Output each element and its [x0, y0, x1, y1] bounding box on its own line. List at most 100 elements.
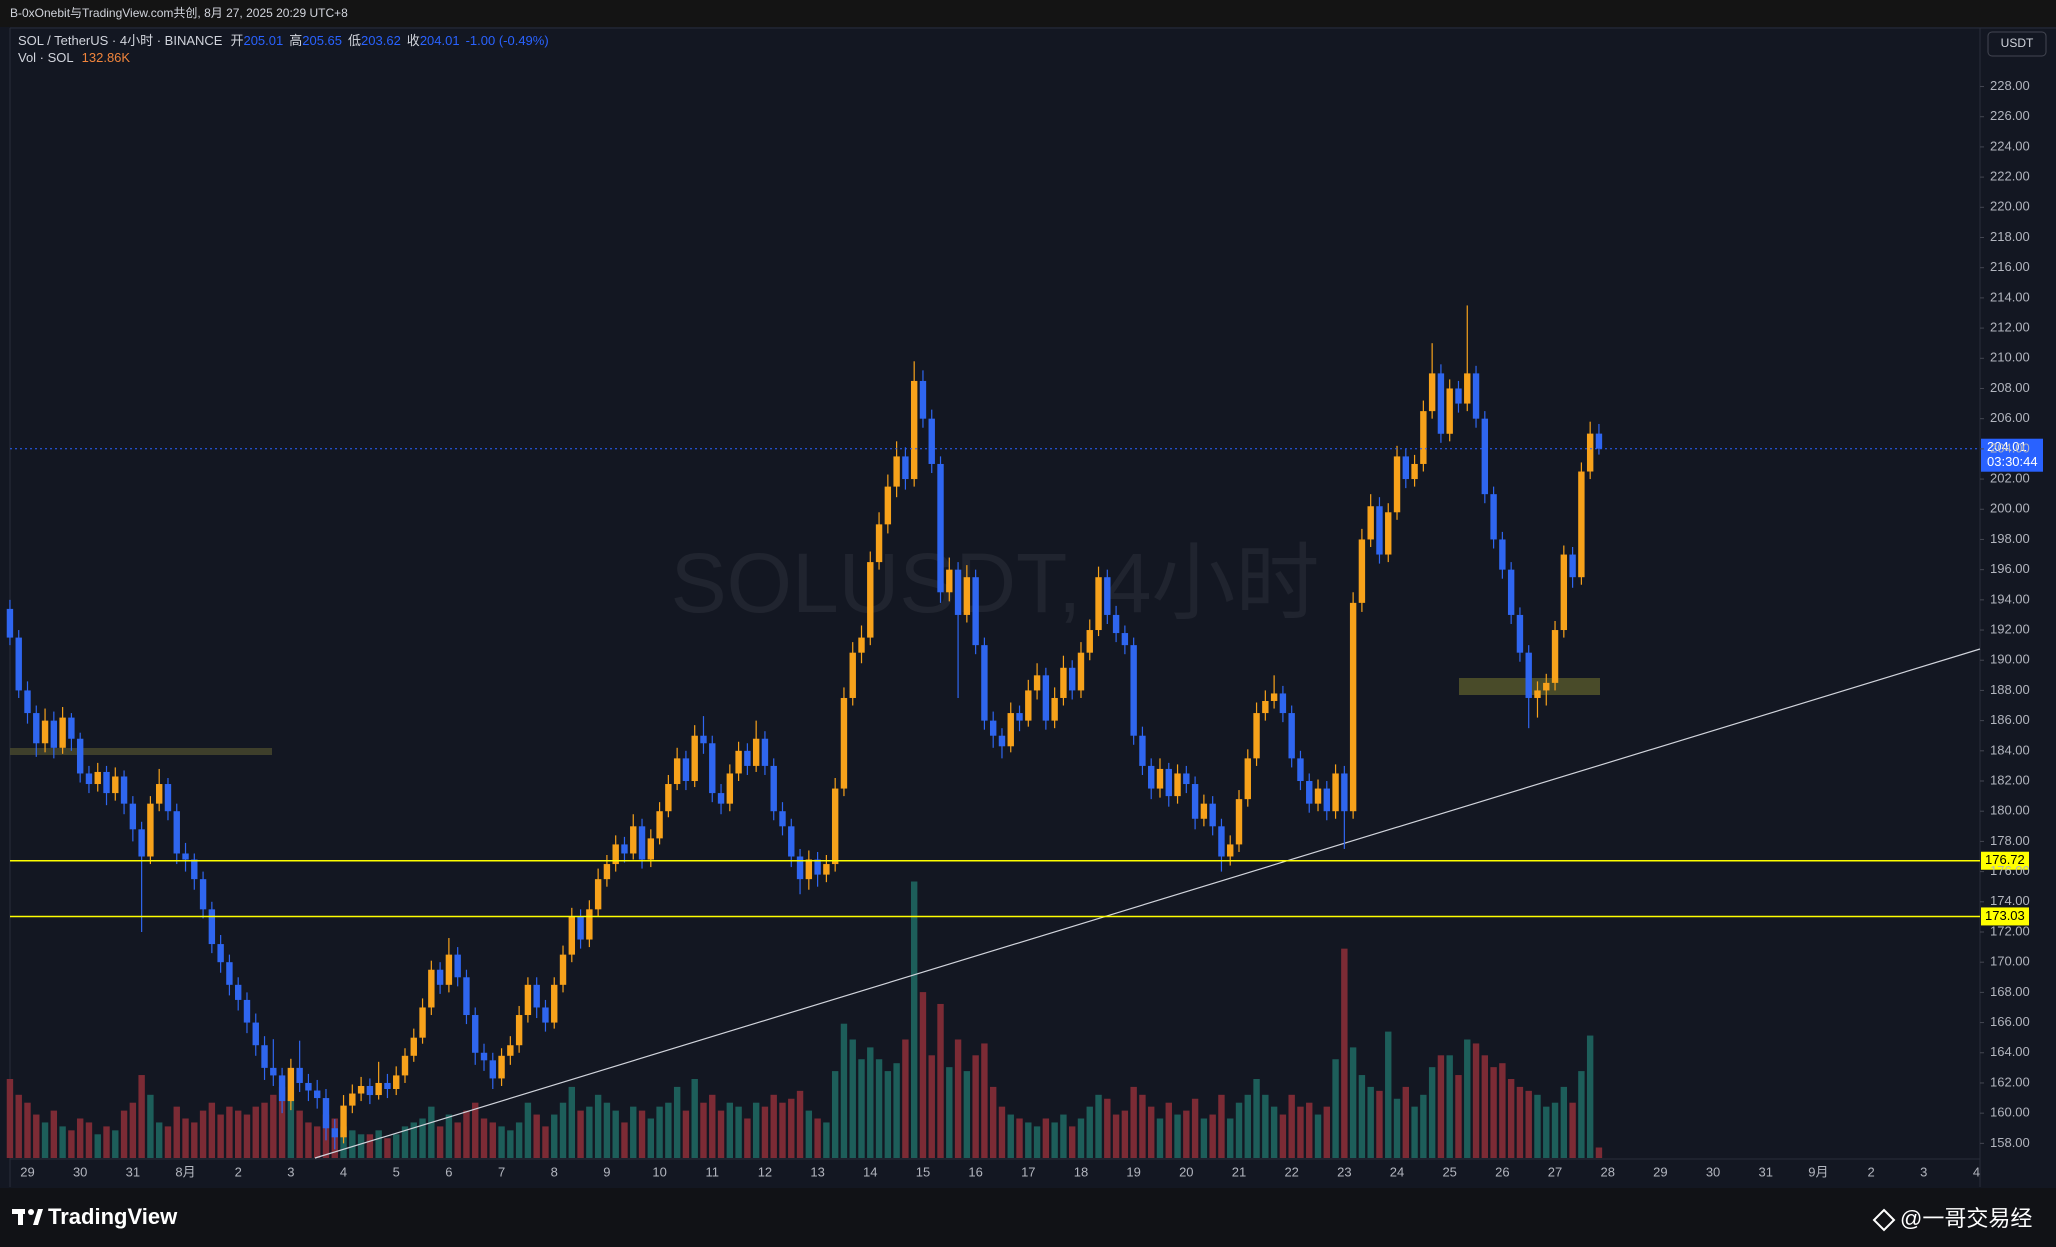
candle-body — [937, 463, 944, 593]
candle-body — [428, 969, 435, 1008]
candle-body — [1314, 788, 1322, 804]
candle-body — [928, 418, 935, 464]
candle-body — [744, 750, 751, 766]
currency-button[interactable] — [1987, 31, 2047, 57]
volume-bar — [217, 1114, 224, 1158]
ohlc-value: 205.65 — [302, 33, 342, 48]
volume-bar — [1200, 1118, 1208, 1158]
last-price-label: 204.01 — [1987, 439, 2027, 454]
volume-bar — [1393, 1098, 1401, 1158]
y-tick-label: 188.00 — [1990, 682, 2030, 697]
candle-body — [234, 984, 242, 1000]
candle-body — [673, 758, 681, 785]
candle-body — [1051, 697, 1058, 721]
y-tick-label: 186.00 — [1990, 712, 2030, 727]
candle-body — [849, 652, 856, 698]
candle-body — [1534, 690, 1541, 698]
candle-body — [120, 776, 128, 804]
candle-body — [612, 844, 619, 865]
candle-body — [191, 859, 198, 880]
volume-bar — [744, 1118, 751, 1158]
volume-bar — [937, 1003, 944, 1158]
candle-body — [59, 717, 66, 748]
candle-body — [682, 758, 690, 782]
candle-body — [226, 962, 233, 985]
volume-bar — [1069, 1126, 1076, 1158]
volume-bar — [234, 1110, 242, 1158]
volume-bar — [314, 1126, 321, 1158]
candle-body — [463, 977, 470, 1016]
candle-body — [1130, 645, 1137, 736]
candle-body — [700, 735, 707, 744]
volume-bar — [1376, 1090, 1383, 1158]
candle-body — [1569, 554, 1576, 578]
candle-body — [1007, 713, 1014, 747]
volume-bar — [867, 1047, 874, 1158]
candle-body — [261, 1045, 268, 1068]
volume-bar — [147, 1094, 154, 1158]
volume-bar — [1060, 1114, 1067, 1158]
volume-bar — [630, 1106, 637, 1158]
volume-bar — [779, 1102, 786, 1158]
volume-bar — [551, 1114, 558, 1158]
candle-body — [1148, 765, 1155, 789]
y-tick-label: 222.00 — [1990, 169, 2030, 184]
candle-body — [998, 735, 1006, 747]
volume-bar — [709, 1094, 716, 1158]
candle-body — [1183, 773, 1190, 785]
volume-bar — [1121, 1110, 1129, 1158]
volume-bar — [498, 1126, 505, 1158]
volume-bar — [1279, 1114, 1287, 1158]
candle-body — [946, 569, 953, 593]
level-tag — [1981, 907, 2029, 926]
volume-bar — [1323, 1106, 1330, 1158]
volume-bar — [533, 1114, 540, 1158]
x-tick-label: 28 — [1600, 1164, 1614, 1179]
volume-bar — [875, 1059, 883, 1158]
y-tick-label: 158.00 — [1990, 1135, 2030, 1150]
y-tick-label: 194.00 — [1990, 591, 2030, 606]
candle-body — [480, 1052, 488, 1061]
y-tick-label: 204.00 — [1990, 440, 2030, 455]
volume-bar — [1551, 1102, 1559, 1158]
y-tick-label: 226.00 — [1990, 108, 2030, 123]
volume-bar — [1499, 1063, 1506, 1158]
candle-body — [1218, 826, 1225, 857]
volume-bar — [472, 1102, 479, 1158]
volume-bar — [647, 1118, 655, 1158]
volume-bar — [849, 1039, 856, 1158]
volume-bar — [621, 1122, 628, 1158]
volume-bar — [349, 1130, 356, 1158]
volume-bar — [1218, 1094, 1225, 1158]
volume-bar — [1367, 1086, 1374, 1158]
author: @一哥交易经 — [1900, 1206, 2032, 1231]
volume-bar — [1349, 1047, 1357, 1158]
candle-body — [963, 577, 971, 615]
candle-body — [1025, 690, 1032, 721]
volume-bar — [972, 1055, 979, 1158]
candle-body — [41, 720, 49, 744]
x-tick-label: 5 — [393, 1164, 400, 1179]
y-tick-label: 214.00 — [1990, 289, 2030, 304]
volume-bar — [919, 992, 927, 1158]
volume-bar — [1332, 1059, 1339, 1158]
volume-bar — [752, 1102, 760, 1158]
volume-bar — [15, 1094, 22, 1158]
candle-body — [726, 773, 734, 804]
volume-bar — [1420, 1094, 1427, 1158]
candle-body — [489, 1060, 496, 1079]
candle-body — [1042, 675, 1050, 721]
volume-bar — [1586, 1035, 1594, 1158]
volume-bar — [1569, 1102, 1576, 1158]
ohlc-label: 开 — [230, 33, 243, 48]
brand-logo — [12, 1209, 43, 1225]
volume-bar — [1086, 1106, 1093, 1158]
volume-bar — [208, 1102, 216, 1158]
candle-body — [1323, 788, 1330, 812]
candle-body — [252, 1022, 259, 1046]
currency-label[interactable]: USDT — [2001, 36, 2034, 50]
volume-bar — [1578, 1071, 1585, 1158]
candle-body — [15, 637, 22, 691]
